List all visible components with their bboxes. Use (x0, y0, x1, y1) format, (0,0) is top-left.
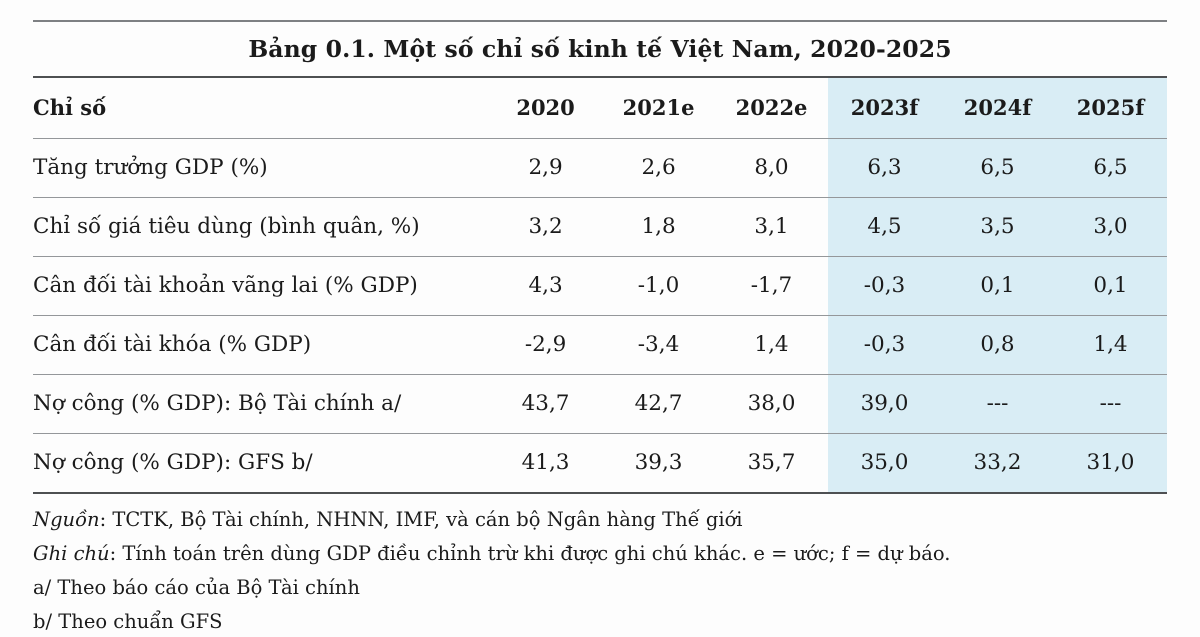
table-row: Cân đối tài khóa (% GDP) -2,9 -3,4 1,4 -0,3 0… (33, 315, 1167, 374)
row-value: -3,4 (637, 332, 680, 357)
row-value: 3,5 (941, 197, 1054, 256)
row-value: 4,5 (828, 197, 941, 256)
row-value: 1,8 (641, 214, 676, 239)
row-value: 42,7 (634, 391, 683, 416)
header-year-2023f: 2023f (828, 78, 941, 138)
table-row: Chỉ số giá tiêu dùng (bình quân, %) 3,2 1,… (33, 197, 1167, 256)
row-value: 0,1 (1053, 256, 1167, 315)
row-value: -0,3 (828, 315, 941, 374)
row-value: 39,0 (828, 374, 941, 433)
source-label: Nguồn (33, 507, 100, 531)
row-value: 0,1 (941, 256, 1054, 315)
row-value: 38,0 (747, 391, 796, 416)
row-value: 6,5 (1053, 138, 1167, 197)
row-value: -0,3 (828, 256, 941, 315)
row-value: --- (941, 374, 1054, 433)
row-value: 1,4 (754, 332, 789, 357)
table-body: Tăng trưởng GDP (%) 2,9 2,6 8,0 6,3 6,5 6,5 Chỉ… (33, 138, 1167, 493)
row-value: 8,0 (754, 155, 789, 180)
notes: Nguồn: TCTK, Bộ Tài chính, NHNN, IMF, và… (33, 494, 1167, 637)
row-value: -1,0 (637, 273, 680, 298)
header-year-2025f: 2025f (1053, 78, 1167, 138)
row-value: 41,3 (521, 450, 570, 475)
row-label: Nợ công (% GDP): Bộ Tài chính a/ (33, 391, 402, 416)
header-year-2021e: 2021e (622, 95, 695, 121)
row-value: 1,4 (1053, 315, 1167, 374)
row-value: -1,7 (750, 273, 793, 298)
row-label: Cân đối tài khóa (% GDP) (33, 332, 312, 357)
row-value: --- (1053, 374, 1167, 433)
table-title: Bảng 0.1. Một số chỉ số kinh tế Việt Nam… (33, 20, 1167, 78)
row-value: 39,3 (634, 450, 683, 475)
indicators-table: Chỉ số 2020 2021e 2022e 2023f 2024f 2025… (33, 78, 1167, 494)
header-year-2024f: 2024f (941, 78, 1054, 138)
row-value: 35,7 (747, 450, 796, 475)
footnote-b: b/ Theo chuẩn GFS (33, 609, 223, 633)
row-value: 6,5 (941, 138, 1054, 197)
header-row: Chỉ số 2020 2021e 2022e 2023f 2024f 2025… (33, 78, 1167, 138)
row-value: 4,3 (528, 273, 563, 298)
row-value: 2,9 (528, 155, 563, 180)
table-row: Tăng trưởng GDP (%) 2,9 2,6 8,0 6,3 6,5 6,5 (33, 138, 1167, 197)
note-label: Ghi chú (33, 541, 110, 565)
row-value: 33,2 (941, 433, 1054, 493)
row-value: 3,1 (754, 214, 789, 239)
table-row: Nợ công (% GDP): GFS b/41,3 39,3 35,7 35,0 3… (33, 433, 1167, 493)
row-value: -2,9 (524, 332, 567, 357)
table-row: Nợ công (% GDP): Bộ Tài chính a/43,7 42,7… (33, 374, 1167, 433)
source-note: Nguồn: TCTK, Bộ Tài chính, NHNN, IMF, và… (33, 503, 1167, 537)
row-label: Chỉ số giá tiêu dùng (bình quân, %) (33, 214, 420, 239)
row-label: Cân đối tài khoản vãng lai (% GDP) (33, 273, 418, 298)
row-label: Tăng trưởng GDP (%) (33, 155, 268, 180)
row-value: 2,6 (641, 155, 676, 180)
table-head: Chỉ số 2020 2021e 2022e 2023f 2024f 2025… (33, 78, 1167, 138)
row-value: 3,2 (528, 214, 563, 239)
source-text: : TCTK, Bộ Tài chính, NHNN, IMF, và cán … (99, 507, 743, 531)
row-value: 43,7 (521, 391, 570, 416)
table-row: Cân đối tài khoản vãng lai (% GDP) 4,3 -1,… (33, 256, 1167, 315)
row-value: 35,0 (828, 433, 941, 493)
note-text: : Tính toán trên dùng GDP điều chỉnh trừ… (109, 541, 951, 565)
header-year-2020: 2020 (516, 95, 575, 121)
method-note: Ghi chú: Tính toán trên dùng GDP điều ch… (33, 537, 1167, 571)
row-value: 3,0 (1053, 197, 1167, 256)
row-label: Nợ công (% GDP): GFS b/ (33, 450, 313, 475)
row-value: 6,3 (828, 138, 941, 197)
row-value: 31,0 (1053, 433, 1167, 493)
row-value: 0,8 (941, 315, 1054, 374)
header-indicator: Chỉ số (33, 95, 107, 121)
footnote-a: a/ Theo báo cáo của Bộ Tài chính (33, 575, 360, 599)
header-year-2022e: 2022e (735, 95, 808, 121)
